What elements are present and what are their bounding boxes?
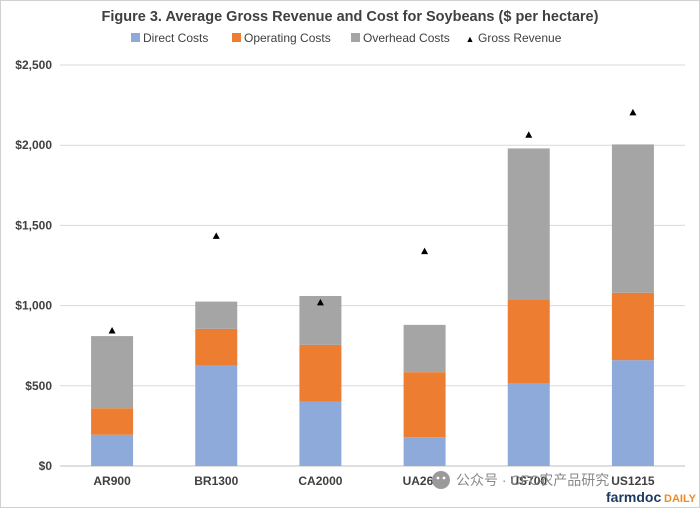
legend-swatch-operating-costs (232, 33, 241, 42)
bar-operating-costs-ua2600 (403, 372, 446, 438)
legend-label-overhead-costs: Overhead Costs (363, 31, 450, 45)
y-tick-label: $1,000 (15, 299, 52, 313)
bar-operating-costs-us700 (507, 299, 550, 384)
x-tick-label-us700: US700 (510, 474, 547, 488)
bar-operating-costs-ar900 (91, 408, 134, 435)
legend: Direct Costs Operating Costs Overhead Co… (131, 31, 562, 45)
bar-direct-costs-ua2600 (403, 437, 446, 466)
bar-direct-costs-ar900 (91, 434, 134, 466)
watermark-text: 公众号 · CFC农产品研究 (456, 472, 609, 488)
gross-revenue-marker-ca2000 (316, 298, 324, 306)
legend-swatch-direct-costs (131, 33, 140, 42)
bar-overhead-costs-ua2600 (403, 324, 446, 373)
gross-revenue-markers (108, 108, 637, 334)
gross-revenue-marker-us700 (525, 131, 533, 138)
legend-label-direct-costs: Direct Costs (143, 31, 208, 45)
x-tick-label-br1300: BR1300 (194, 474, 238, 488)
gridlines (60, 64, 685, 467)
y-tick-label: $0 (39, 459, 53, 473)
gross-revenue-marker-ar900 (108, 326, 116, 334)
bar-direct-costs-ca2000 (299, 401, 342, 466)
chart-title: Figure 3. Average Gross Revenue and Cost… (102, 9, 599, 25)
bar-direct-costs-us700 (507, 383, 550, 466)
x-tick-label-ar900: AR900 (93, 474, 131, 488)
bar-direct-costs-us1215 (611, 360, 654, 466)
watermark: 公众号 · CFC农产品研究 (432, 471, 609, 489)
x-tick-label-ca2000: CA2000 (298, 474, 342, 488)
gross-revenue-marker-ua2600 (421, 247, 429, 255)
brand-main: farmdoc (606, 489, 661, 505)
bars (91, 144, 654, 466)
bar-operating-costs-ca2000 (299, 344, 342, 402)
gross-revenue-marker-us1215 (629, 108, 637, 116)
y-tick-label: $1,500 (15, 218, 52, 232)
brand-logo: farmdoc DAILY (606, 489, 697, 505)
y-tick-label: $2,500 (15, 58, 52, 72)
bar-direct-costs-br1300 (195, 365, 238, 466)
x-tick-label-us1215: US1215 (611, 474, 655, 488)
legend-marker-gross-revenue: ▲ (466, 34, 475, 44)
gross-revenue-marker-br1300 (212, 232, 220, 239)
bar-overhead-costs-us700 (507, 148, 550, 300)
legend-label-gross-revenue: Gross Revenue (478, 31, 562, 45)
bar-overhead-costs-ar900 (91, 336, 134, 409)
brand-sub: DAILY (664, 493, 697, 505)
legend-swatch-overhead-costs (351, 33, 360, 42)
wechat-icon (432, 471, 450, 489)
bar-operating-costs-us1215 (611, 292, 654, 361)
bar-overhead-costs-br1300 (195, 301, 238, 329)
y-axis-ticks: $0 $500 $1,000 $1,500 $2,000 $2,500 (15, 58, 52, 473)
legend-label-operating-costs: Operating Costs (244, 31, 331, 45)
y-tick-label: $500 (25, 379, 52, 393)
bar-operating-costs-br1300 (195, 328, 238, 366)
bar-overhead-costs-us1215 (611, 144, 654, 293)
y-tick-label: $2,000 (15, 138, 52, 152)
